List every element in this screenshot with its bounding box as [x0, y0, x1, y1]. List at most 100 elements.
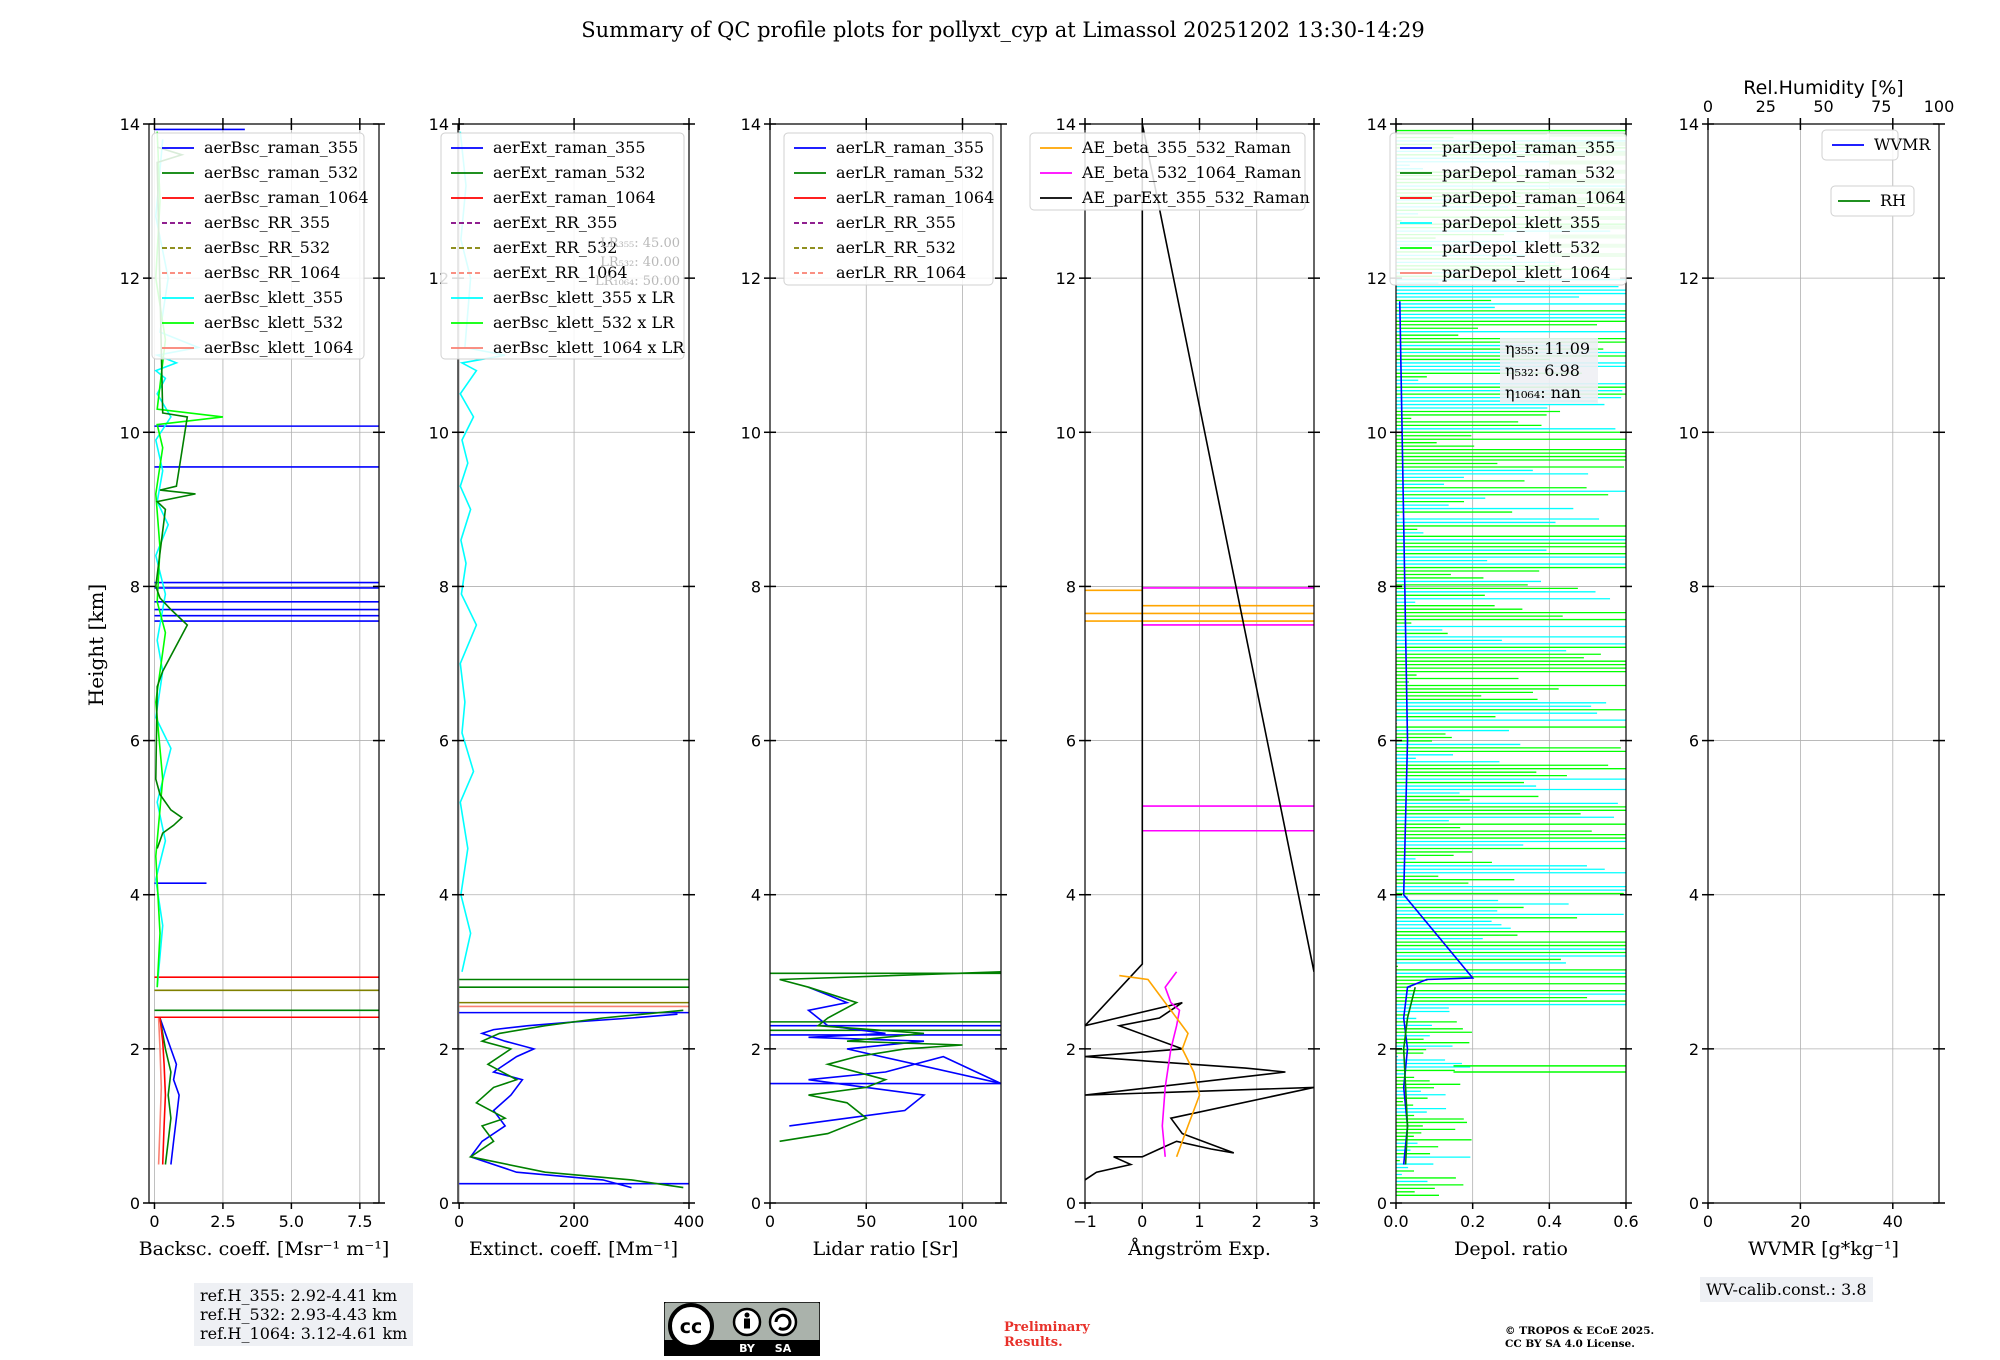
legend-label: aerExt_raman_1064	[493, 188, 656, 207]
y-tick-label: 8	[1689, 577, 1699, 596]
series-raman_355	[1399, 301, 1475, 1165]
legend-label: aerBsc_klett_532	[204, 313, 343, 332]
plot-area-bsc	[154, 128, 379, 1165]
legend-label: parDepol_raman_532	[1442, 163, 1615, 182]
x-axis-label-ext: Extinct. coeff. [Mm⁻¹]	[469, 1238, 678, 1260]
ref-height-1064: ref.H_1064: 3.12-4.61 km	[200, 1324, 408, 1343]
x-tick-label: 20	[1790, 1212, 1810, 1231]
y-tick-label: 10	[120, 423, 140, 442]
plot-area-lr	[770, 971, 1001, 1143]
y-tick-label: 0	[1377, 1194, 1387, 1213]
y-tick-label: 4	[751, 886, 761, 905]
x-tick-label: 400	[674, 1212, 705, 1231]
y-tick-label: 12	[741, 269, 761, 288]
series-aerBsc_klett_1064	[157, 1017, 163, 1165]
panel-depol: 0 2 4 6 8 10 12 14 0.0 0.2 0.4 0.6 Depol. ratio parDe…	[1367, 115, 1639, 1260]
legend-label: RH	[1880, 191, 1906, 210]
wv-calibration-box: WV-calib.const.: 3.8	[1700, 1277, 1873, 1302]
legend-label: aerBsc_klett_532 x LR	[493, 313, 675, 332]
y-tick-label: 14	[1679, 115, 1699, 134]
x-tick-label: 1	[1194, 1212, 1204, 1231]
legend-label: aerBsc_RR_1064	[204, 263, 340, 282]
preliminary-line-2: Results.	[1004, 1335, 1063, 1350]
series-raman_532	[468, 1009, 684, 1189]
y-tick-label: 12	[1679, 269, 1699, 288]
y-tick-label: 4	[1066, 886, 1076, 905]
series-aerBsc_raman_532	[154, 146, 196, 849]
y-tick-label: 0	[130, 1194, 140, 1213]
x-tick-label: 7.5	[347, 1212, 372, 1231]
legend-label: aerLR_RR_355	[836, 213, 956, 232]
lr-annotation: LR₅₃₂: 40.00	[600, 255, 680, 270]
legend-label: aerBsc_raman_355	[204, 138, 358, 157]
y-tick-label: 8	[439, 577, 449, 596]
preliminary-note: Preliminary Results.	[1004, 1320, 1090, 1350]
sa-share-icon	[768, 1307, 798, 1337]
reference-height-box: ref.H_355: 2.92-4.41 km ref.H_532: 2.93-…	[194, 1283, 414, 1346]
top-tick-label: 75	[1871, 97, 1891, 116]
copyright-line-1: © TROPOS & ECoE 2025.	[1505, 1325, 1655, 1337]
preliminary-line-1: Preliminary	[1004, 1320, 1090, 1335]
y-tick-label: 6	[1066, 732, 1076, 751]
legend-label: WVMR	[1874, 135, 1931, 154]
y-tick-label: 6	[439, 732, 449, 751]
x-tick-label: 0	[1703, 1212, 1713, 1231]
legend-label: parDepol_raman_355	[1442, 138, 1615, 157]
legend-label: aerBsc_RR_355	[204, 213, 330, 232]
x-tick-label: 2.5	[210, 1212, 235, 1231]
series-AE_parExt	[1085, 124, 1314, 1181]
y-tick-label: 14	[1367, 115, 1387, 134]
legend-box-rh	[1830, 185, 1915, 217]
top-tick-label: 100	[1924, 97, 1955, 116]
y-tick-label: 2	[130, 1040, 140, 1059]
x-tick-label: 0.0	[1383, 1212, 1408, 1231]
eta-box	[1500, 338, 1598, 404]
x-tick-label: 0.6	[1613, 1212, 1638, 1231]
y-tick-label: 6	[751, 732, 761, 751]
cc-by-label: BY	[739, 1342, 756, 1355]
x-tick-label: 5.0	[279, 1212, 304, 1231]
legend-label: AE_beta_532_1064_Raman	[1081, 163, 1301, 182]
x-tick-label: 50	[856, 1212, 876, 1231]
legend-label: aerLR_raman_1064	[836, 188, 994, 207]
legend-label: aerLR_raman_355	[836, 138, 984, 157]
y-tick-label: 4	[1377, 886, 1387, 905]
legend-box-ext	[440, 132, 685, 360]
y-tick-label: 4	[130, 886, 140, 905]
top-axis-label: Rel.Humidity [%]	[1743, 77, 1903, 99]
x-tick-label: 40	[1883, 1212, 1903, 1231]
y-tick-label: 0	[439, 1194, 449, 1213]
x-tick-label: 200	[559, 1212, 590, 1231]
legend-box-bsc	[151, 132, 365, 360]
y-tick-label: 10	[429, 423, 449, 442]
cc-license-badge: cc BY SA	[664, 1302, 820, 1356]
y-tick-label: 14	[429, 115, 449, 134]
y-tick-label: 4	[1689, 886, 1699, 905]
top-tick-label: 0	[1703, 97, 1713, 116]
x-tick-label: 100	[947, 1212, 978, 1231]
eta-label: η₁₀₆₄: nan	[1505, 383, 1581, 402]
lr-annotation: LR₃₅₅: 45.00	[600, 236, 680, 251]
y-tick-label: 6	[1377, 732, 1387, 751]
y-tick-label: 6	[130, 732, 140, 751]
series-LR_355	[789, 986, 1001, 1127]
y-tick-label: 2	[1377, 1040, 1387, 1059]
copyright-note: © TROPOS & ECoE 2025. CC BY SA 4.0 Licen…	[1505, 1325, 1654, 1351]
legend-label: aerExt_RR_1064	[493, 263, 628, 282]
y-tick-label: 14	[741, 115, 761, 134]
legend-label: aerExt_raman_355	[493, 138, 646, 157]
legend-label: aerBsc_raman_532	[204, 163, 358, 182]
x-tick-label: 0.4	[1537, 1212, 1562, 1231]
legend-label: aerBsc_klett_355	[204, 288, 343, 307]
x-axis-label-bsc: Backsc. coeff. [Msr⁻¹ m⁻¹]	[139, 1238, 390, 1260]
x-tick-label: 0	[454, 1212, 464, 1231]
plot-area-depol	[1396, 129, 1626, 1196]
legend-label: parDepol_raman_1064	[1442, 188, 1626, 207]
copyright-line-2: CC BY SA 4.0 License.	[1505, 1338, 1635, 1350]
x-tick-label: 0	[149, 1212, 159, 1231]
y-tick-label: 12	[120, 269, 140, 288]
